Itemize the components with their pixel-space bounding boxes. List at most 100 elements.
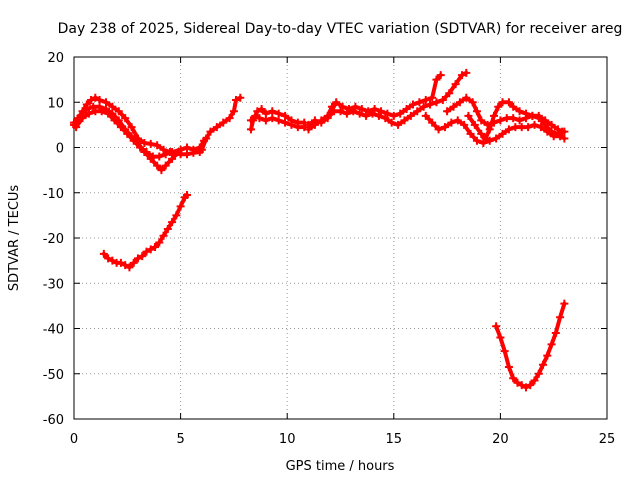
data-point: [428, 118, 437, 127]
data-point: [477, 116, 486, 125]
y-tick-label: 0: [56, 142, 64, 157]
data-point: [396, 109, 405, 118]
data-point: [383, 109, 392, 118]
data-point: [116, 123, 125, 132]
data-point: [543, 351, 552, 360]
data-point: [494, 102, 503, 111]
data-point: [161, 150, 170, 159]
data-point: [515, 107, 524, 116]
data-point: [530, 120, 539, 129]
data-point: [394, 120, 403, 129]
data-point: [197, 145, 206, 154]
data-point: [496, 333, 505, 342]
data-point: [327, 102, 336, 111]
data-point: [351, 102, 360, 111]
data-point: [206, 127, 215, 136]
data-point: [524, 123, 533, 132]
data-point: [521, 383, 530, 392]
data-point: [253, 107, 262, 116]
data-point: [108, 102, 117, 111]
data-point: [261, 109, 270, 118]
data-point: [104, 254, 113, 263]
data-point: [155, 152, 164, 161]
data-point: [419, 102, 428, 111]
data-point: [142, 247, 151, 256]
y-tick-label: -10: [43, 187, 64, 202]
data-point: [504, 125, 513, 134]
data-point: [176, 202, 185, 211]
data-point: [513, 378, 522, 387]
data-point: [560, 299, 569, 308]
data-point: [485, 125, 494, 134]
data-point: [108, 256, 117, 265]
data-point: [146, 139, 155, 148]
data-point: [368, 109, 377, 118]
data-point: [541, 120, 550, 129]
data-point: [182, 150, 191, 159]
data-point: [526, 381, 535, 390]
data-point: [447, 118, 456, 127]
data-point: [99, 249, 108, 258]
x-tick-label: 25: [599, 432, 616, 447]
data-point: [219, 118, 228, 127]
data-point: [492, 322, 501, 331]
y-tick-label: 20: [47, 51, 64, 66]
data-point: [428, 93, 437, 102]
data-point: [101, 98, 110, 107]
y-tick-label: -20: [43, 232, 64, 247]
data-point: [268, 114, 277, 123]
data-point: [547, 127, 556, 136]
data-point: [362, 111, 371, 120]
data-point: [202, 134, 211, 143]
data-point: [534, 369, 543, 378]
data-point: [338, 102, 347, 111]
data-point: [547, 340, 556, 349]
data-point: [146, 245, 155, 254]
y-tick-label: -50: [43, 368, 64, 383]
data-point: [323, 114, 332, 123]
data-point: [374, 111, 383, 120]
data-point: [116, 258, 125, 267]
data-point: [432, 75, 441, 84]
data-point: [515, 116, 524, 125]
data-point: [87, 95, 96, 104]
series-track: [249, 113, 307, 130]
data-point: [127, 123, 136, 132]
data-point: [496, 116, 505, 125]
data-point: [274, 116, 283, 125]
data-point: [163, 224, 172, 233]
data-point: [251, 111, 260, 120]
data-point: [72, 123, 81, 132]
y-axis-label: SDTVAR / TECUs: [7, 185, 22, 292]
x-tick-label: 15: [386, 432, 403, 447]
data-point: [255, 114, 264, 123]
data-point: [451, 80, 460, 89]
data-point: [129, 258, 138, 267]
series-track-evening-c: [464, 98, 569, 143]
data-point: [445, 89, 454, 98]
data-points: [70, 68, 569, 392]
data-point: [377, 107, 386, 116]
series-track-low-morning: [99, 191, 191, 272]
data-point: [553, 129, 562, 138]
data-point: [114, 107, 123, 116]
data-point: [155, 238, 164, 247]
data-point: [168, 148, 177, 157]
data-point: [509, 102, 518, 111]
data-point: [504, 362, 513, 371]
data-point: [485, 136, 494, 145]
data-point: [406, 111, 415, 120]
data-point: [176, 145, 185, 154]
data-point: [153, 141, 162, 150]
data-point: [415, 98, 424, 107]
data-point: [413, 107, 422, 116]
y-tick-label: -60: [43, 413, 64, 428]
data-point: [95, 95, 104, 104]
data-point: [357, 105, 366, 114]
data-point: [91, 93, 100, 102]
data-point: [539, 360, 548, 369]
data-point: [159, 145, 168, 154]
data-point: [492, 134, 501, 143]
